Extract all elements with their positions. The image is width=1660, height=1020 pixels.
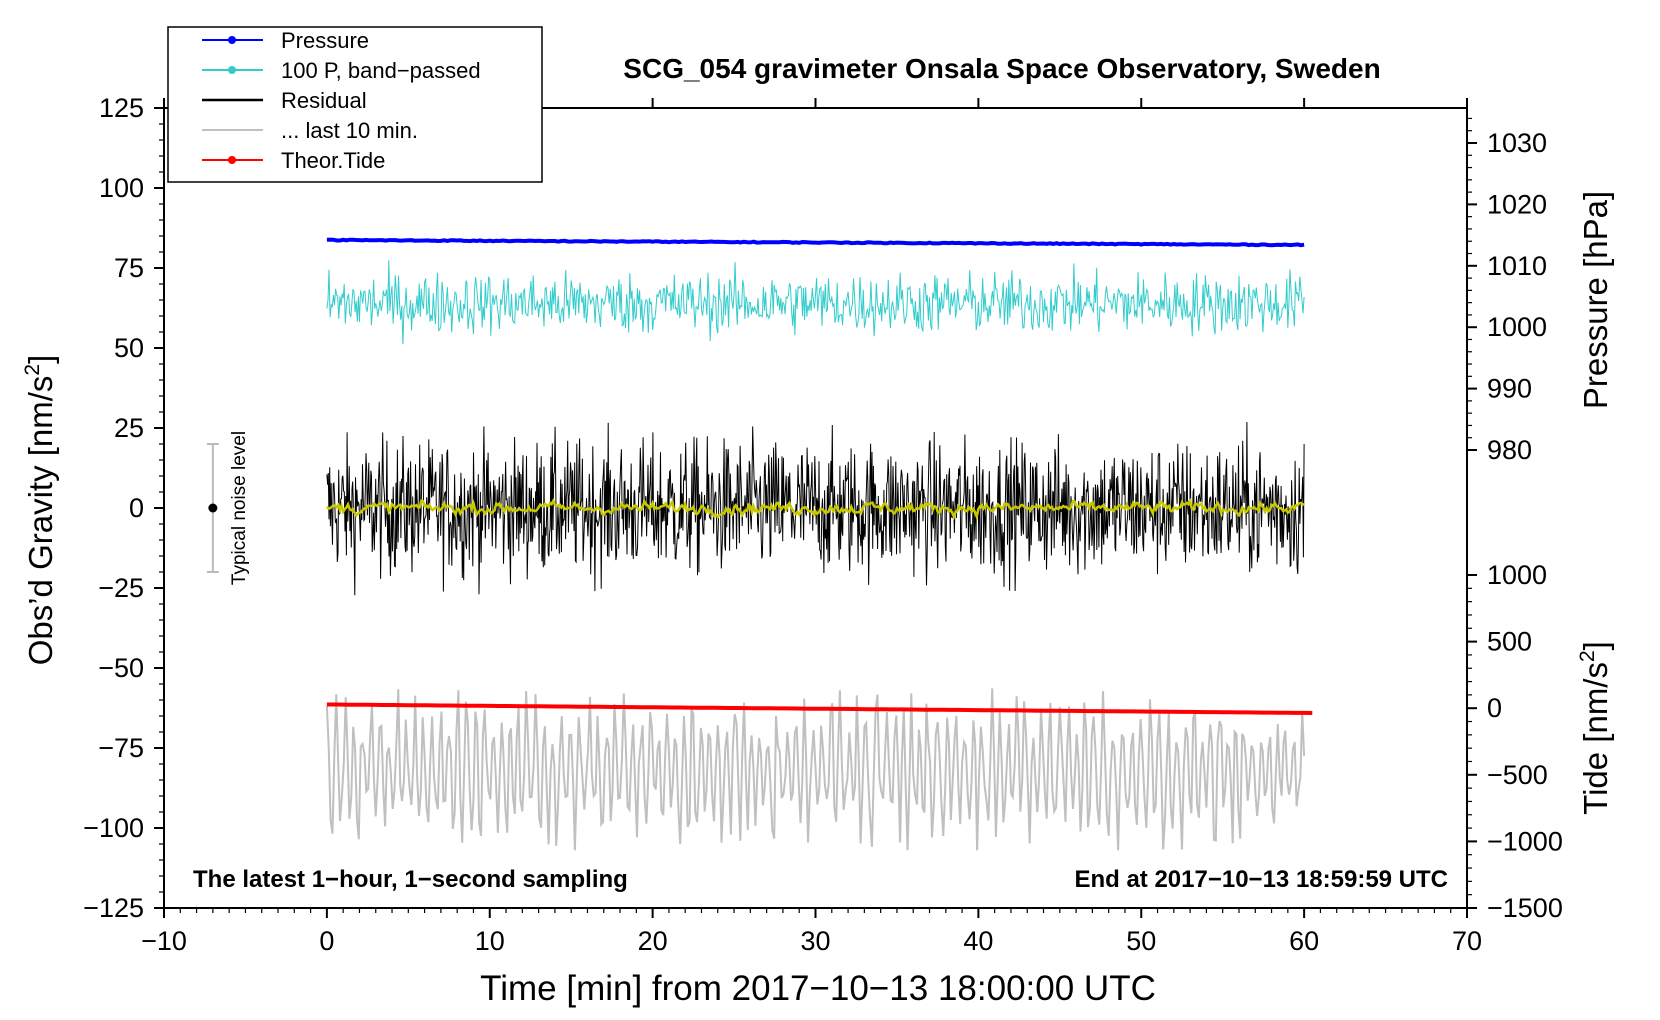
y-tick-label: 25 bbox=[114, 413, 144, 443]
y-tick-label: 100 bbox=[99, 173, 144, 203]
series-theor-tide bbox=[326, 702, 1313, 715]
series-residual-smoothed bbox=[325, 497, 1305, 521]
y-tick-label: 75 bbox=[114, 253, 144, 283]
x-tick-label: 10 bbox=[475, 926, 505, 956]
y-tick-label: 50 bbox=[114, 333, 144, 363]
legend-label: Residual bbox=[281, 88, 367, 113]
tide-tick-label: 0 bbox=[1487, 693, 1502, 723]
legend: Pressure 100 P, band−passed Residual ... la… bbox=[167, 26, 543, 183]
pressure-tick-label: 990 bbox=[1487, 374, 1532, 404]
legend-box bbox=[167, 26, 543, 183]
y-axis-ticks: 125 100 75 50 25 0 −25 −50 −75 −100 −125 bbox=[83, 93, 164, 923]
series-band-passed bbox=[326, 260, 1305, 345]
y-axis-label-text: Obs’d Gravity [nm/s bbox=[22, 376, 59, 666]
x-axis-label: Time [min] from 2017−10−13 18:00:00 UTC bbox=[480, 969, 1156, 1008]
tide-axis-label-close: ] bbox=[1577, 641, 1614, 650]
y-tick-label: 125 bbox=[99, 93, 144, 123]
residual-smoothed-line bbox=[325, 497, 1305, 521]
tide-tick-label: 500 bbox=[1487, 627, 1532, 657]
tide-axis-label: Tide [nm/s2] bbox=[1576, 641, 1614, 815]
y-tick-label: 0 bbox=[129, 493, 144, 523]
y-tick-label: −50 bbox=[98, 653, 144, 683]
y-tick-label: −100 bbox=[83, 813, 144, 843]
legend-marker bbox=[228, 156, 236, 164]
pressure-tick-label: 1030 bbox=[1487, 128, 1547, 158]
tide-tick-label: 1000 bbox=[1487, 560, 1547, 590]
y-axis-label: Obs’d Gravity [nm/s2] bbox=[21, 355, 59, 666]
legend-label: ... last 10 min. bbox=[281, 118, 418, 143]
legend-marker bbox=[228, 36, 236, 44]
legend-marker bbox=[228, 66, 236, 74]
tide-tick-label: −1000 bbox=[1487, 826, 1563, 856]
chart-title: SCG_054 gravimeter Onsala Space Observat… bbox=[623, 53, 1380, 84]
last-10-min-line bbox=[325, 688, 1306, 851]
y-axis-label-close: ] bbox=[22, 355, 59, 364]
pressure-tick-label: 1000 bbox=[1487, 312, 1547, 342]
pressure-tick-label: 980 bbox=[1487, 435, 1532, 465]
x-axis-ticks: −10 0 10 20 30 40 50 60 70 bbox=[141, 98, 1482, 956]
noise-level-bar bbox=[206, 443, 219, 573]
noise-bar-dot bbox=[208, 503, 218, 513]
x-tick-label: 60 bbox=[1289, 926, 1319, 956]
x-tick-label: 0 bbox=[319, 926, 334, 956]
x-tick-label: 50 bbox=[1126, 926, 1156, 956]
y-tick-label: −25 bbox=[98, 573, 144, 603]
residual-line bbox=[326, 421, 1305, 596]
annotation-sampling: The latest 1−hour, 1−second sampling bbox=[193, 866, 628, 893]
noise-level-label: Typical noise level bbox=[229, 431, 250, 585]
x-tick-label: 20 bbox=[638, 926, 668, 956]
x-tick-label: 40 bbox=[963, 926, 993, 956]
tide-axis-label-superscript: 2 bbox=[1576, 650, 1599, 662]
band-passed-line bbox=[326, 260, 1305, 345]
annotation-end-time: End at 2017−10−13 18:59:59 UTC bbox=[1074, 866, 1448, 893]
x-tick-label: 70 bbox=[1452, 926, 1482, 956]
x-tick-label: 30 bbox=[800, 926, 830, 956]
pressure-axis-label: Pressure [hPa] bbox=[1577, 191, 1614, 409]
tide-tick-label: −1500 bbox=[1487, 893, 1563, 923]
theor-tide-line bbox=[326, 702, 1313, 715]
legend-label: Theor.Tide bbox=[281, 148, 385, 173]
pressure-line bbox=[326, 237, 1305, 248]
pressure-tick-label: 1010 bbox=[1487, 251, 1547, 281]
tide-axis-label-text: Tide [nm/s bbox=[1577, 662, 1614, 815]
series-residual bbox=[326, 421, 1305, 596]
legend-label: 100 P, band−passed bbox=[281, 58, 481, 83]
series-last-10-min bbox=[325, 688, 1306, 851]
tide-axis-ticks: 1000 500 0 −500 −1000 −1500 bbox=[1467, 560, 1563, 923]
legend-label: Pressure bbox=[281, 28, 369, 53]
y-tick-label: −125 bbox=[83, 893, 144, 923]
pressure-tick-label: 1020 bbox=[1487, 189, 1547, 219]
pressure-axis-ticks: 1030 1020 1010 1000 990 980 bbox=[1467, 117, 1547, 465]
y-tick-label: −75 bbox=[98, 733, 144, 763]
y-axis-label-superscript: 2 bbox=[21, 364, 44, 376]
series-pressure bbox=[326, 237, 1305, 248]
x-tick-label: −10 bbox=[141, 926, 187, 956]
legend-items: Pressure 100 P, band−passed Residual ... la… bbox=[202, 28, 481, 173]
tide-tick-label: −500 bbox=[1487, 760, 1548, 790]
